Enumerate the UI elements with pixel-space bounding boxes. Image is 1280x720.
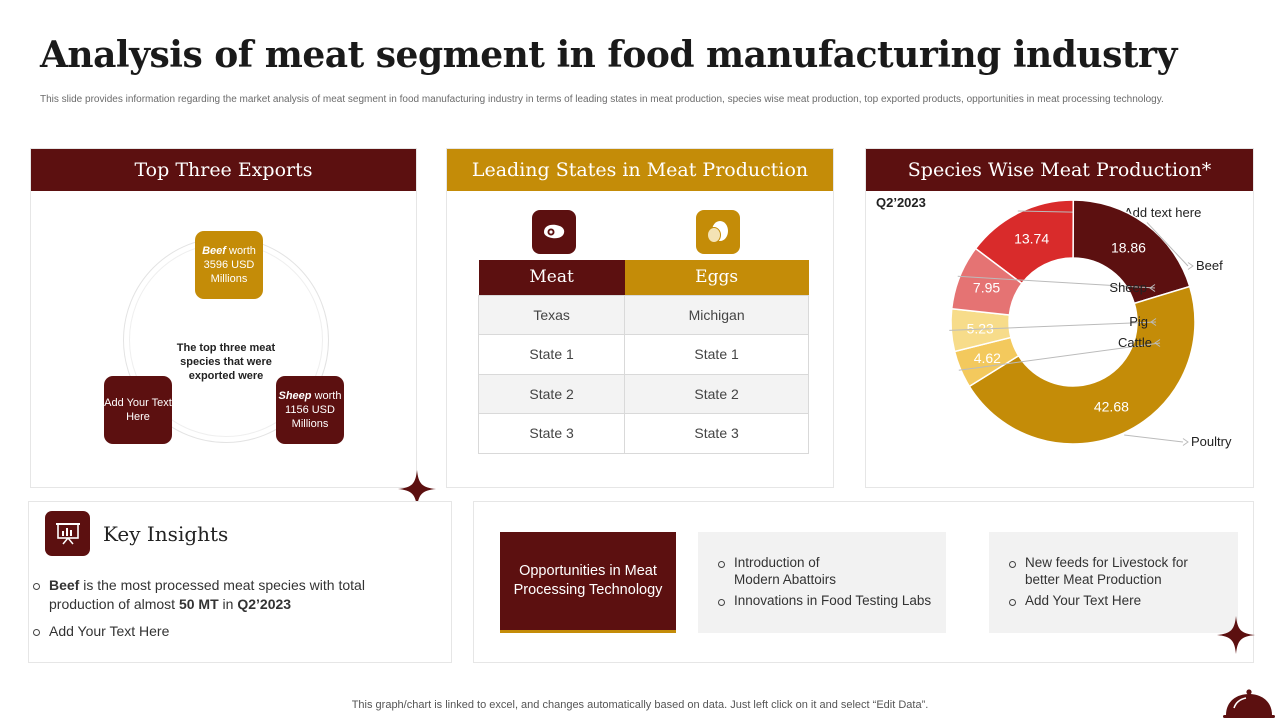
- list-item: New feeds for Livestock for better Meat …: [1005, 554, 1205, 588]
- top-exports-header: Top Three Exports: [31, 149, 416, 191]
- leader-line: [958, 342, 1161, 371]
- sparkle-icon: [1217, 616, 1255, 654]
- top-exports-panel: Top Three Exports Beef worth 3596 USD Mi…: [30, 148, 417, 488]
- opportunities-col1: Introduction of Modern Abattoirs Innovat…: [698, 532, 946, 633]
- table-cell: State 2: [477, 373, 626, 414]
- leader-arrow: [1187, 262, 1194, 270]
- insight-text: in: [218, 596, 238, 612]
- leader-line: [957, 275, 1156, 289]
- beef-export-name: Beef: [202, 245, 226, 257]
- data-label: 42.68: [1094, 399, 1129, 415]
- presentation-icon: [45, 511, 90, 556]
- data-label: 7.95: [973, 280, 1000, 296]
- leading-states-panel: Leading States in Meat Production Meat E…: [446, 148, 834, 488]
- table-cell: State 1: [624, 334, 809, 375]
- page-subtitle: This slide provides information regardin…: [40, 94, 1164, 105]
- leader-line: [1146, 222, 1189, 267]
- list-item: Innovations in Food Testing Labs: [714, 592, 931, 609]
- list-item: Add Your Text Here: [1005, 592, 1205, 609]
- meat-icon: [532, 210, 576, 254]
- table-cell: Texas: [477, 294, 626, 335]
- page-title: Analysis of meat segment in food manufac…: [40, 34, 1177, 76]
- table-row: Texas Michigan: [477, 294, 809, 335]
- insight-species: Beef: [49, 577, 80, 593]
- sparkle-icon: [398, 470, 436, 508]
- cloche-logo-icon: [1223, 689, 1275, 718]
- opportunities-list-1: Introduction of Modern Abattoirs Innovat…: [714, 554, 931, 613]
- list-item: Add Your Text Here: [29, 622, 429, 641]
- leading-states-table: Meat Eggs Texas Michigan State 1 State 1…: [477, 260, 809, 454]
- insight-quarter: Q2’2023: [237, 596, 292, 612]
- quarter-label: Q2’2023: [876, 195, 926, 210]
- footer-note: This graph/chart is linked to excel, and…: [351, 699, 929, 711]
- table-row: State 1 State 1: [477, 334, 809, 375]
- table-cell: State 3: [477, 413, 626, 454]
- category-label: Poultry: [1191, 434, 1232, 449]
- list-item: Introduction of Modern Abattoirs: [714, 554, 864, 588]
- data-label: 5.23: [967, 320, 994, 336]
- category-label: Beef: [1196, 258, 1223, 273]
- leader-line: [1124, 434, 1184, 443]
- leader-line: [949, 321, 1157, 331]
- leader-arrow: [1154, 339, 1161, 347]
- opportunities-list-2: New feeds for Livestock for better Meat …: [1005, 554, 1205, 613]
- table-cell: State 1: [477, 334, 626, 375]
- beef-export-box: Beef worth 3596 USD Millions: [195, 231, 263, 299]
- leading-states-header: Leading States in Meat Production: [447, 149, 833, 191]
- category-label: Sheep: [1109, 280, 1147, 295]
- sheep-export-box: Sheep worth 1156 USD Millions: [276, 376, 344, 444]
- data-label: 13.74: [1014, 231, 1049, 247]
- data-label: 18.86: [1111, 239, 1146, 255]
- sheep-export-name: Sheep: [278, 390, 312, 402]
- insight-text: is the most processed meat species with …: [49, 577, 365, 612]
- data-label: 4.62: [974, 350, 1001, 366]
- sheep-export-text: worth 1156 USD Millions: [285, 390, 342, 430]
- list-item: Beef is the most processed meat species …: [29, 576, 429, 614]
- category-label: Add text here: [1124, 205, 1201, 220]
- exports-center-text: The top three meat species that were exp…: [176, 342, 276, 382]
- species-donut-chart: 13.74 Add text here 18.86 Beef 42.68 Poultry 4…: [949, 199, 1232, 449]
- donut-slice-poultry: [968, 285, 1196, 445]
- category-label: Pig: [1129, 314, 1148, 329]
- leader-arrow: [1150, 318, 1157, 326]
- key-insights-panel: Key Insights Beef is the most processed …: [28, 501, 452, 663]
- opportunities-panel: Opportunities in Meat Processing Technol…: [473, 501, 1254, 663]
- placeholder-export-box: Add Your Text Here: [104, 376, 172, 444]
- donut-slice-sheep: [950, 247, 1023, 316]
- opportunities-col2: New feeds for Livestock for better Meat …: [989, 532, 1238, 633]
- table-cell: State 2: [624, 373, 809, 414]
- key-insights-title: Key Insights: [103, 522, 229, 546]
- species-header: Species Wise Meat Production*: [866, 149, 1253, 191]
- insights-list: Beef is the most processed meat species …: [29, 576, 429, 641]
- column-header-eggs: Eggs: [624, 260, 809, 295]
- category-label: Cattle: [1118, 335, 1152, 350]
- eggs-icon: [696, 210, 740, 254]
- opportunities-title: Opportunities in Meat Processing Technol…: [500, 532, 676, 633]
- placeholder-export-text: Add Your Text Here: [104, 397, 172, 423]
- leader-arrow: [1182, 438, 1189, 446]
- beef-export-text: worth 3596 USD Millions: [203, 245, 256, 285]
- table-row: State 2 State 2: [477, 373, 809, 414]
- insight-amount: 50 MT: [178, 596, 219, 612]
- table-row: State 3 State 3: [477, 413, 809, 454]
- species-panel: Species Wise Meat Production* Q2’2023 13…: [865, 148, 1254, 488]
- table-cell: Michigan: [624, 294, 809, 335]
- table-cell: State 3: [624, 413, 809, 454]
- leader-arrow: [1149, 284, 1156, 292]
- column-header-meat: Meat: [478, 260, 625, 295]
